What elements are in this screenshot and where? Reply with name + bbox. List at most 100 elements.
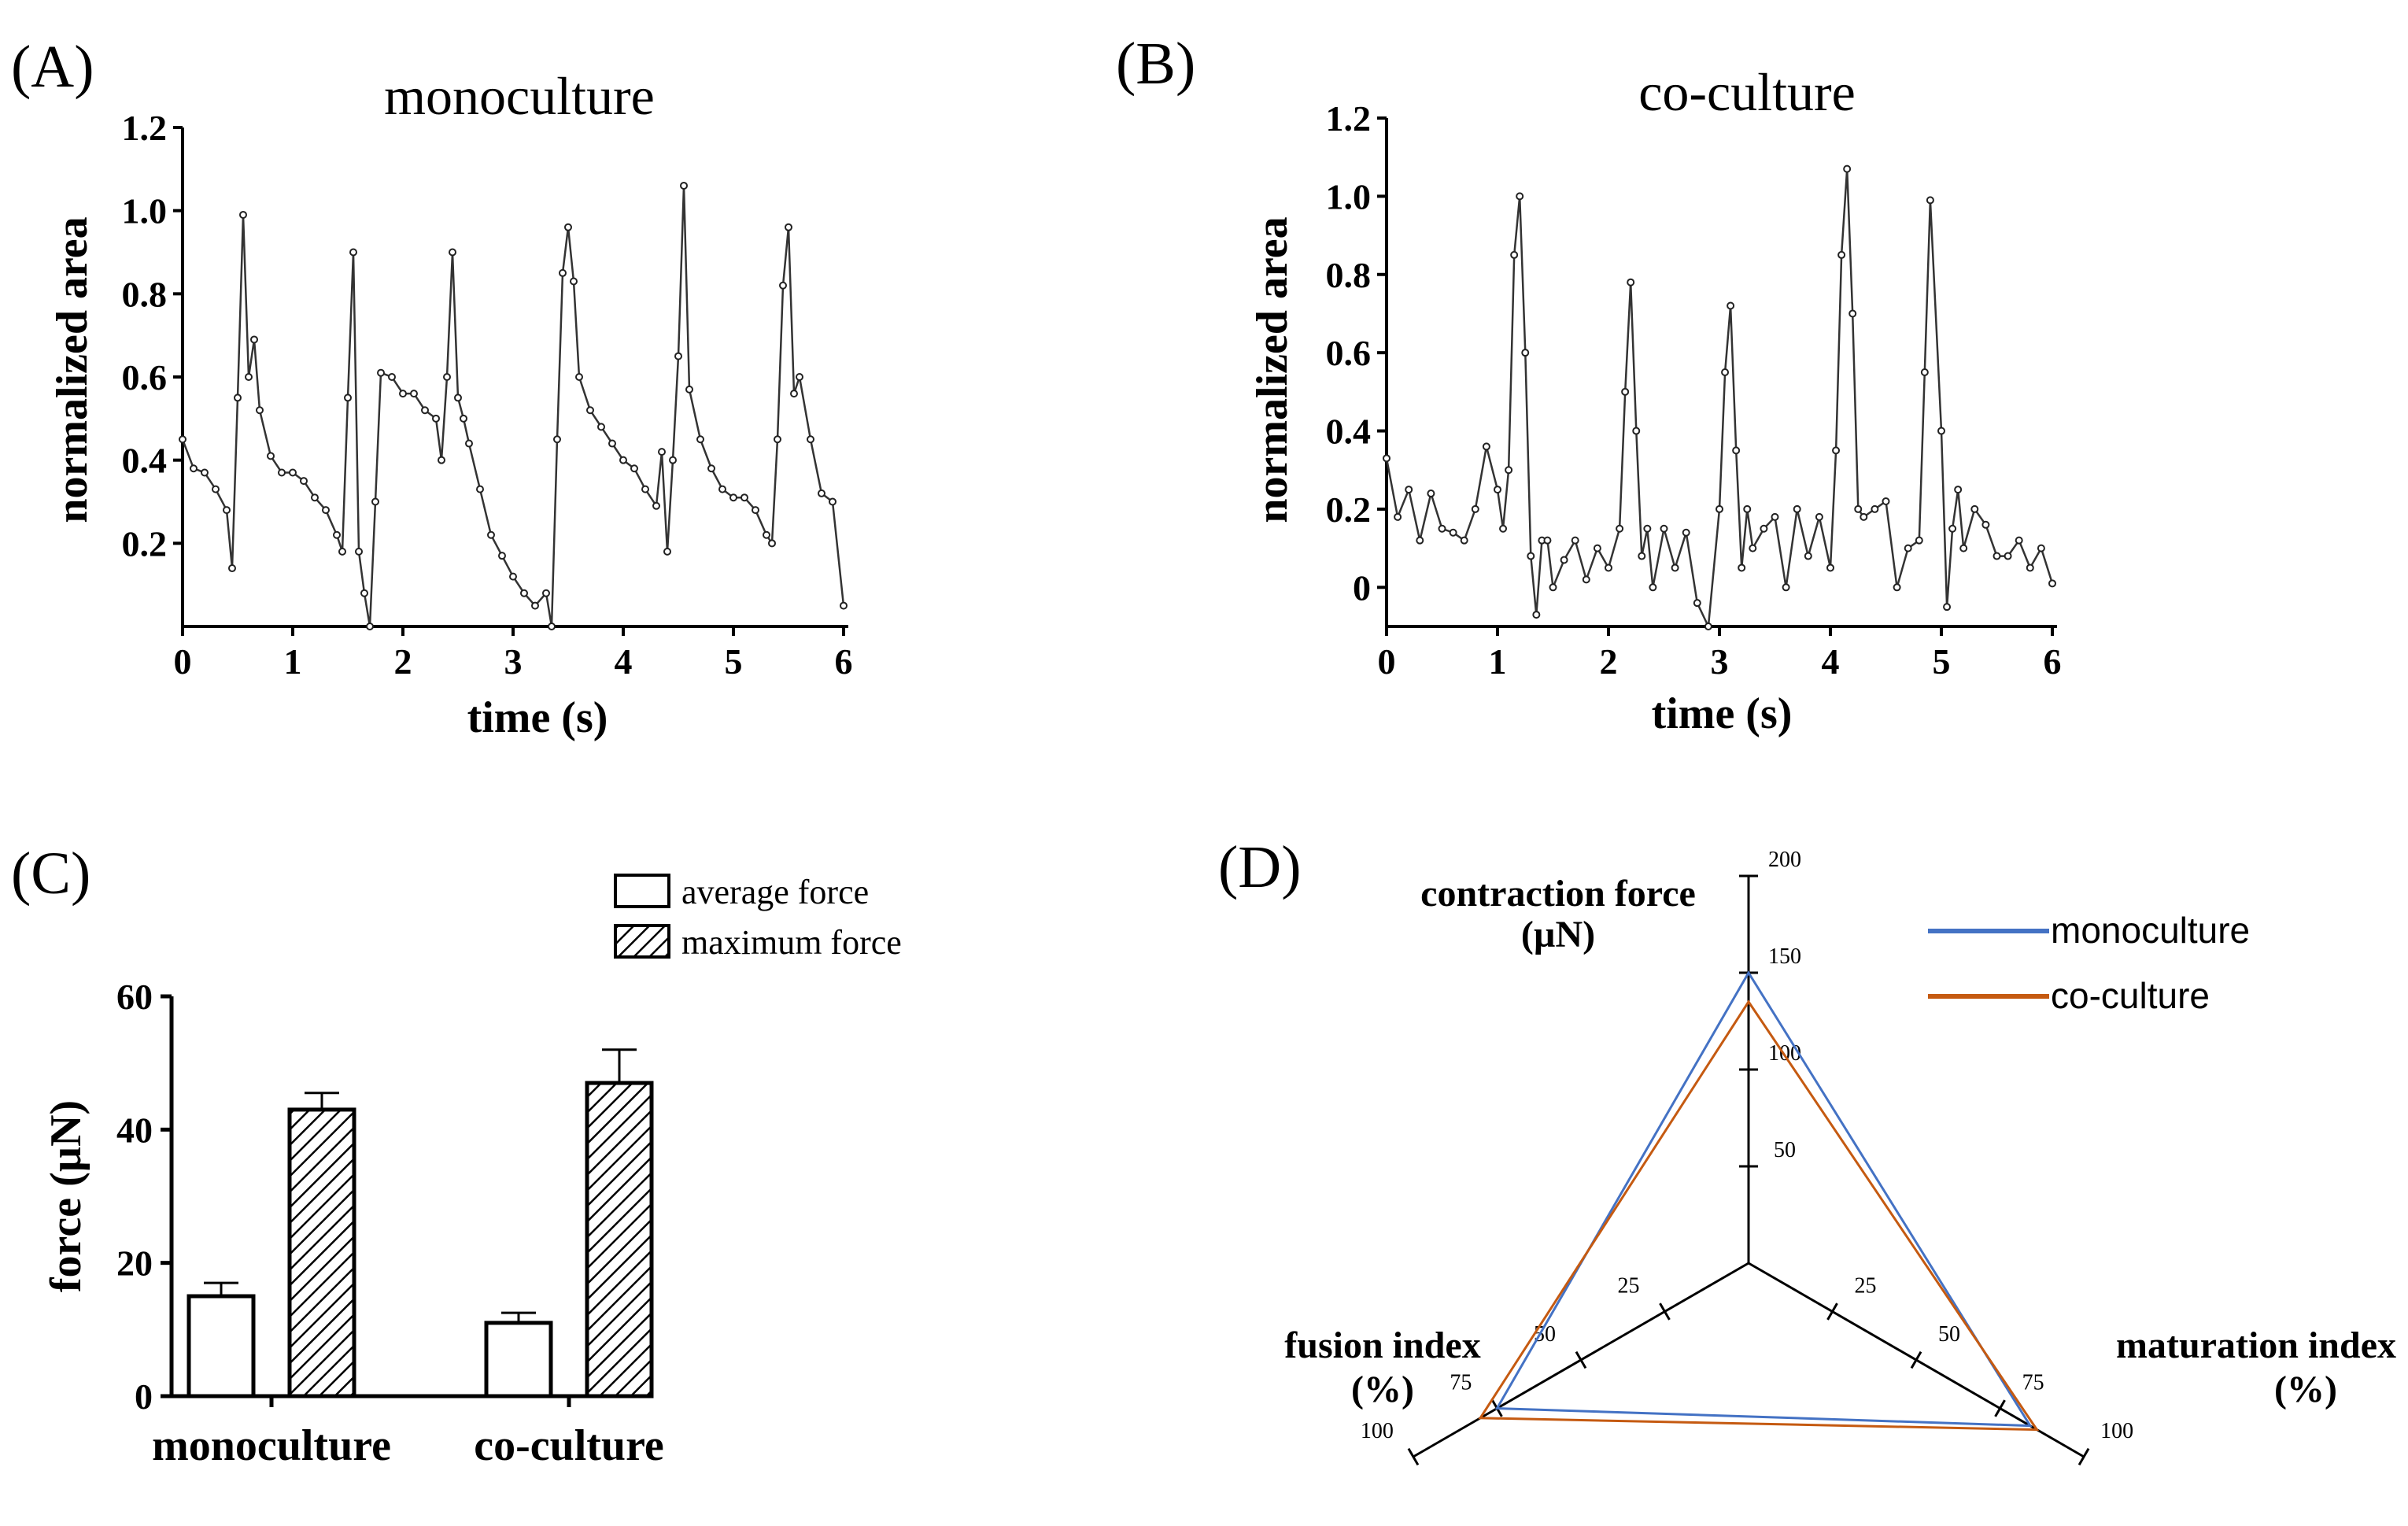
chart-a-ylabel: normalized area xyxy=(48,216,97,523)
chart-c-bar-average-coculture xyxy=(484,1321,553,1399)
chart-a-series-line xyxy=(181,185,845,627)
radar-axis-tick-label: 50 xyxy=(1774,1138,1796,1162)
chart-b-data-point xyxy=(1671,563,1679,572)
chart-b-xtick-label: 4 xyxy=(1822,641,1840,682)
chart-a-data-point xyxy=(399,390,407,398)
chart-a-data-point xyxy=(840,601,848,610)
radar-axis-tick-label: 75 xyxy=(2022,1371,2044,1395)
chart-a-data-point xyxy=(597,423,605,431)
panel-b-label: (B) xyxy=(1116,31,1195,97)
chart-a-data-point xyxy=(190,464,198,473)
chart-c-ytick-label: 60 xyxy=(116,977,153,1017)
chart-b-data-point xyxy=(1926,196,1934,205)
chart-a-data-point xyxy=(338,547,346,556)
chart-a-data-point xyxy=(586,406,594,415)
chart-b-data-point xyxy=(1527,552,1535,560)
chart-c-bar-average-monoculture xyxy=(187,1294,256,1399)
chart-b-data-point xyxy=(1716,504,1723,513)
chart-b-data-point xyxy=(1904,544,1912,552)
chart-a-data-point xyxy=(289,468,297,477)
chart-b-data-point xyxy=(1954,486,1963,494)
chart-a-data-point xyxy=(377,368,385,377)
chart-a-data-point xyxy=(179,435,187,444)
chart-b-data-point xyxy=(1494,486,1501,494)
chart-b-data-point xyxy=(1727,301,1735,310)
chart-a-data-point xyxy=(807,435,814,444)
chart-a-ytick-label: 0.6 xyxy=(122,357,168,397)
chart-b-data-point xyxy=(1793,504,1801,513)
chart-a-data-point xyxy=(267,452,275,460)
chart-a-data-point xyxy=(498,552,506,560)
chart-b-data-point xyxy=(2004,552,2012,560)
chart-b-ytick-label: 0.4 xyxy=(1326,412,1372,452)
chart-b-data-point xyxy=(1605,563,1612,572)
radar-axis-tick xyxy=(2077,1447,2090,1466)
chart-a-data-point xyxy=(438,456,445,464)
chart-b-data-point xyxy=(1771,512,1779,521)
chart-c-ytick-label: 0 xyxy=(135,1376,153,1417)
chart-b-data-point xyxy=(1383,454,1391,463)
chart-b-data-point xyxy=(1638,552,1646,560)
chart-b-data-point xyxy=(1804,552,1812,560)
panel-c-label: (C) xyxy=(11,841,90,907)
radar-axis-maturation-name: maturation index xyxy=(2116,1325,2396,1366)
radar-axis-tick xyxy=(1826,1302,1838,1321)
chart-b-data-point xyxy=(1743,504,1752,513)
chart-a-xtick-label: 5 xyxy=(725,641,743,682)
chart-c-y-ticks: 0 20 40 60 xyxy=(116,977,172,1417)
chart-a-data-point xyxy=(201,468,209,477)
chart-b-data-point xyxy=(2015,536,2023,545)
chart-b-data-point xyxy=(1649,583,1657,592)
chart-a-data-point xyxy=(680,181,688,190)
chart-b-xlabel: time (s) xyxy=(1652,689,1793,738)
chart-a-data-point xyxy=(548,623,556,630)
chart-b-xtick-label: 0 xyxy=(1378,641,1396,682)
chart-a-data-point xyxy=(718,485,726,493)
chart-b-data-point xyxy=(1521,349,1530,357)
chart-b-data-point xyxy=(1948,524,1957,533)
chart-a-data-point xyxy=(520,589,528,597)
chart-a-data-point xyxy=(752,506,759,515)
chart-b-data-point xyxy=(1959,544,1968,552)
chart-b-data-point xyxy=(1826,563,1834,572)
radar-axis-tick xyxy=(1659,1302,1671,1321)
chart-b-data-point xyxy=(1627,278,1635,286)
chart-b-data-point xyxy=(1854,504,1863,513)
radar-axis-tick-label: 75 xyxy=(1450,1371,1472,1395)
panel-d-label: (D) xyxy=(1218,834,1302,900)
chart-b-ytick-label: 1.2 xyxy=(1326,98,1372,139)
chart-a-data-point xyxy=(531,601,539,610)
chart-a-data-point xyxy=(779,281,787,290)
chart-c-ytick-label: 40 xyxy=(116,1110,153,1150)
chart-a-data-point xyxy=(228,564,236,573)
chart-a-data-point xyxy=(768,539,776,548)
chart-b-series-line xyxy=(1385,168,2054,630)
chart-a-data-point xyxy=(245,373,253,381)
chart-a-ytick-label: 0.2 xyxy=(122,523,168,563)
chart-a-data-point xyxy=(278,468,286,477)
chart-b-data-point xyxy=(1499,524,1508,533)
chart-b-data-point xyxy=(1394,512,1402,521)
chart-a-data-point xyxy=(449,248,456,257)
chart-b-data-point xyxy=(1815,512,1823,521)
radar-legend-monoculture-label: monoculture xyxy=(2051,910,2250,951)
chart-b-data-point xyxy=(1427,490,1435,498)
chart-b-data-point xyxy=(2048,579,2056,588)
chart-a-data-point xyxy=(349,248,357,257)
chart-b-data-point xyxy=(1660,524,1668,533)
chart-a-x-ticks: 0 1 2 3 4 5 6 xyxy=(174,626,853,682)
chart-a-data-point xyxy=(223,506,231,515)
chart-a-data-point xyxy=(465,439,473,448)
panel-c: (C) average force maximum force 0204060 … xyxy=(11,841,902,1470)
chart-b-data-point xyxy=(1915,536,1923,545)
chart-a-data-point xyxy=(443,373,451,381)
chart-a-ytick-label: 1.0 xyxy=(122,191,168,231)
chart-b-xtick-label: 6 xyxy=(2044,641,2062,682)
chart-a-data-point xyxy=(311,493,319,502)
legend-average-label: average force xyxy=(681,873,869,911)
chart-a-data-point xyxy=(763,530,770,539)
chart-b-data-point xyxy=(1970,504,1979,513)
chart-a-data-point xyxy=(476,485,484,493)
chart-a-data-point xyxy=(360,589,368,597)
